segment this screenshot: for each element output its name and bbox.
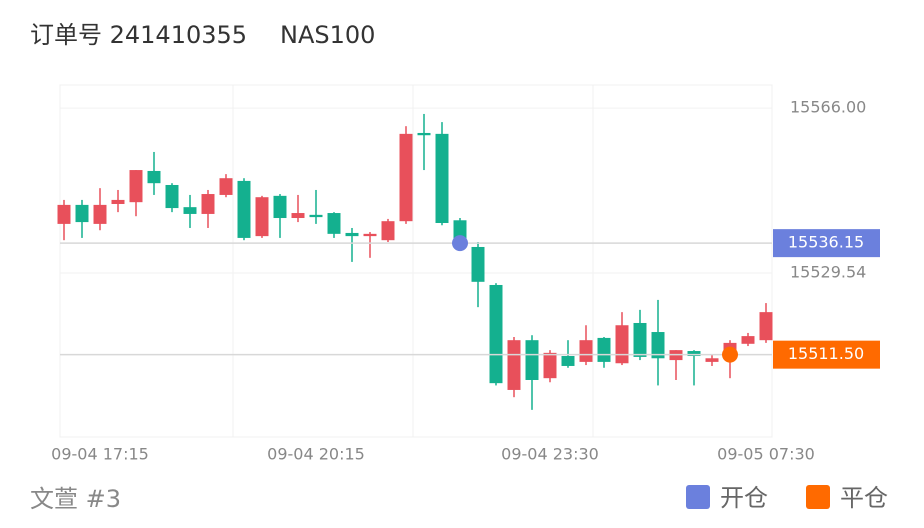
candle-body: [129, 170, 143, 203]
candle-body: [417, 132, 431, 136]
candle-body: [201, 194, 215, 214]
candle-body: [57, 204, 71, 224]
candle-body: [525, 340, 539, 380]
candle-body: [687, 351, 701, 357]
candle-body: [399, 133, 413, 222]
candle-body: [183, 207, 197, 214]
price-tag-label: 15511.50: [788, 344, 864, 363]
candle-body: [273, 195, 287, 219]
candle-body: [759, 312, 773, 341]
price-tag: [773, 229, 880, 258]
candle-body: [345, 232, 359, 237]
candle-body: [471, 246, 485, 282]
trade-marker: [452, 235, 468, 252]
candle-body: [489, 284, 503, 384]
candle-body: [507, 340, 521, 390]
candle-body: [579, 340, 593, 362]
candle-body: [327, 213, 341, 234]
x-tick-label: 09-04 23:30: [501, 445, 599, 464]
candle-body: [219, 178, 233, 195]
price-tag-label: 15536.15: [788, 233, 864, 252]
legend-label: 开仓: [720, 484, 768, 512]
y-tick-label: 15529.54: [790, 263, 866, 282]
candle-body: [255, 197, 269, 237]
candle-body: [111, 199, 125, 204]
candle-body: [741, 336, 755, 344]
candle-body: [75, 204, 89, 223]
x-tick-label: 09-04 20:15: [267, 445, 365, 464]
candle-body: [291, 213, 305, 219]
legend-swatch: [686, 485, 710, 509]
candle-body: [705, 358, 719, 362]
legend-swatch: [806, 485, 830, 509]
candle-body: [561, 356, 575, 366]
candle-body: [309, 214, 323, 218]
candle-body: [633, 322, 647, 357]
candle-body: [597, 337, 611, 362]
footer: 文萱 #3: [30, 485, 121, 513]
candle-body: [147, 170, 161, 184]
candle-body: [453, 220, 467, 241]
x-tick-label: 09-05 07:30: [717, 445, 815, 464]
candle-body: [363, 233, 377, 237]
trade-marker: [722, 346, 738, 363]
candle-body: [381, 221, 395, 241]
candle-body: [237, 180, 251, 238]
candle-body: [651, 332, 665, 359]
candle-body: [165, 184, 179, 209]
plot-frame: [59, 84, 773, 438]
chart-title: 订单号 241410355: [30, 21, 247, 49]
y-tick-label: 15566.00: [790, 98, 866, 117]
chart-subtitle: NAS100: [280, 21, 375, 49]
candle-body: [435, 133, 449, 223]
candle-body: [543, 352, 557, 379]
candle-body: [93, 204, 107, 224]
price-tag: [773, 340, 880, 369]
x-tick-label: 09-04 17:15: [51, 445, 149, 464]
candle-body: [615, 325, 629, 364]
legend-label: 平仓: [840, 484, 888, 512]
